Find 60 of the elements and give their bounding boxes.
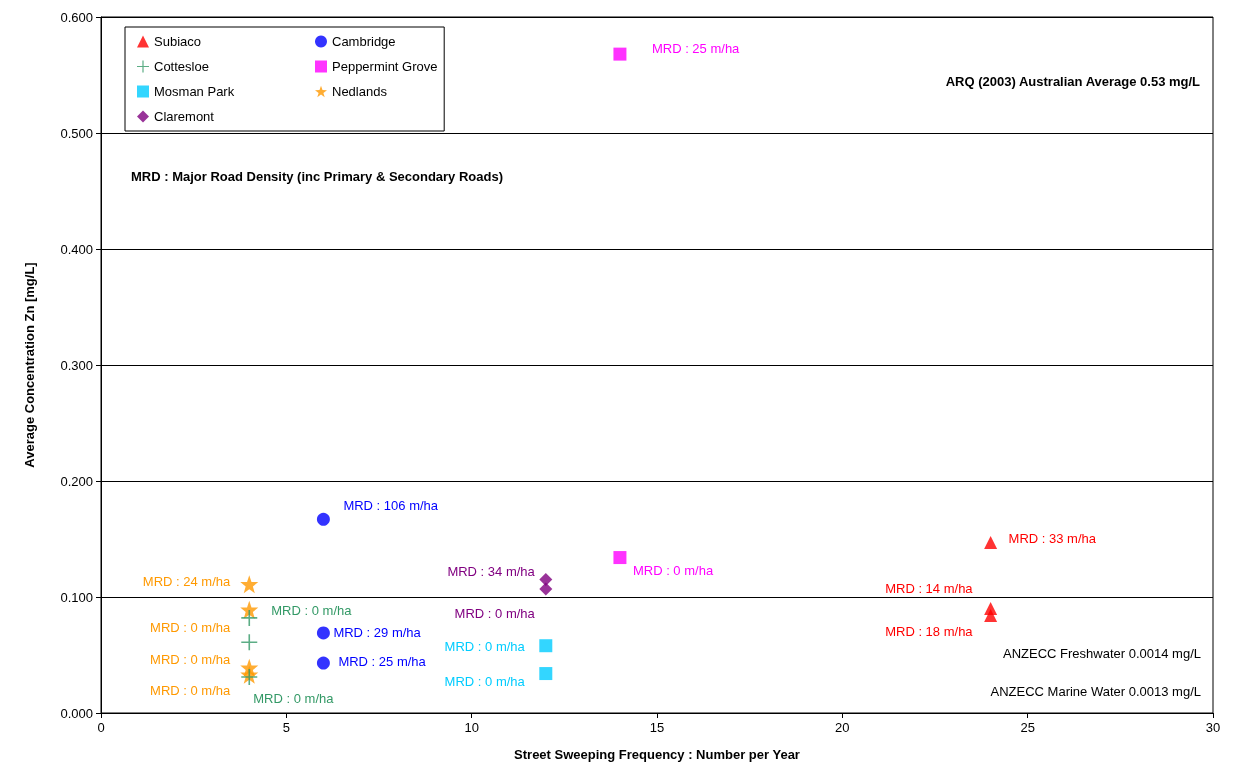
y-tick-label: 0.200 <box>60 473 93 489</box>
point <box>316 512 330 526</box>
x-axis-title: Street Sweeping Frequency : Number per Year <box>514 747 800 762</box>
annotation: MRD : 0 m/ha <box>454 606 536 622</box>
x-tick-label: 15 <box>649 720 665 735</box>
point <box>613 551 627 565</box>
legend-label: Peppermint Grove <box>332 59 438 74</box>
annotation: MRD : 0 m/ha <box>253 690 335 706</box>
point <box>240 575 259 594</box>
annotation: MRD : 24 m/ha <box>142 573 232 589</box>
annotation: MRD : Major Road Density (inc Primary & Secondary Roads) <box>131 169 504 184</box>
point <box>984 535 998 549</box>
annotation: MRD : 34 m/ha <box>447 564 536 580</box>
y-tick-label: 0.100 <box>60 589 93 605</box>
annotation: MRD : 0 m/ha <box>444 639 526 655</box>
annotation: MRD : 106 m/ha <box>343 497 439 513</box>
annotation: MRD : 18 m/ha <box>885 624 974 640</box>
annotation: ANZECC Freshwater 0.0014 mg/L <box>1003 646 1201 661</box>
point <box>241 634 258 651</box>
legend-label: Cottesloe <box>154 59 209 74</box>
annotation: MRD : 0 m/ha <box>632 563 714 579</box>
annotation: MRD : 25 m/ha <box>338 653 427 669</box>
annotation: MRD : 0 m/ha <box>444 674 526 690</box>
y-tick-label: 0.400 <box>60 241 93 257</box>
annotation: MRD : 0 m/ha <box>150 620 232 636</box>
point <box>539 582 553 596</box>
legend-label: Nedlands <box>332 84 388 99</box>
annotation: MRD : 29 m/ha <box>333 625 422 641</box>
legend-label: Cambridge <box>332 34 396 49</box>
legend-label: Claremont <box>154 109 215 124</box>
legend-label: Subiaco <box>154 34 201 49</box>
y-tick-label: 0.500 <box>60 125 93 141</box>
x-tick-label: 25 <box>1020 720 1035 735</box>
point <box>539 667 553 681</box>
annotation: MRD : 0 m/ha <box>271 603 353 619</box>
annotation: MRD : 14 m/ha <box>885 581 974 597</box>
point <box>316 656 330 670</box>
point <box>984 609 998 623</box>
annotation: ANZECC Marine Water 0.0013 mg/L <box>990 684 1201 699</box>
y-axis-title: Average Concentration Zn [mg/L] <box>22 262 37 468</box>
annotation: MRD : 0 m/ha <box>150 652 232 668</box>
annotation: MRD : 0 m/ha <box>150 683 232 699</box>
point <box>316 626 330 640</box>
y-tick-label: 0.000 <box>60 705 93 721</box>
legend-label: Mosman Park <box>154 84 235 99</box>
point <box>613 47 627 61</box>
annotation: MRD : 25 m/ha <box>651 40 741 56</box>
x-tick-label: 10 <box>464 720 479 735</box>
point <box>241 609 258 626</box>
point <box>539 573 553 587</box>
x-tick-label: 5 <box>282 720 290 735</box>
annotation: MRD : 33 m/ha <box>1008 530 1097 546</box>
point <box>241 669 258 686</box>
x-tick-label: 20 <box>835 720 850 735</box>
y-tick-label: 0.300 <box>60 357 93 373</box>
x-tick-label: 0 <box>97 720 105 735</box>
annotation: ARQ (2003) Australian Average 0.53 mg/L <box>945 74 1201 89</box>
y-tick-label: 0.600 <box>60 9 93 25</box>
x-tick-label: 30 <box>1205 720 1221 735</box>
point <box>539 639 553 653</box>
